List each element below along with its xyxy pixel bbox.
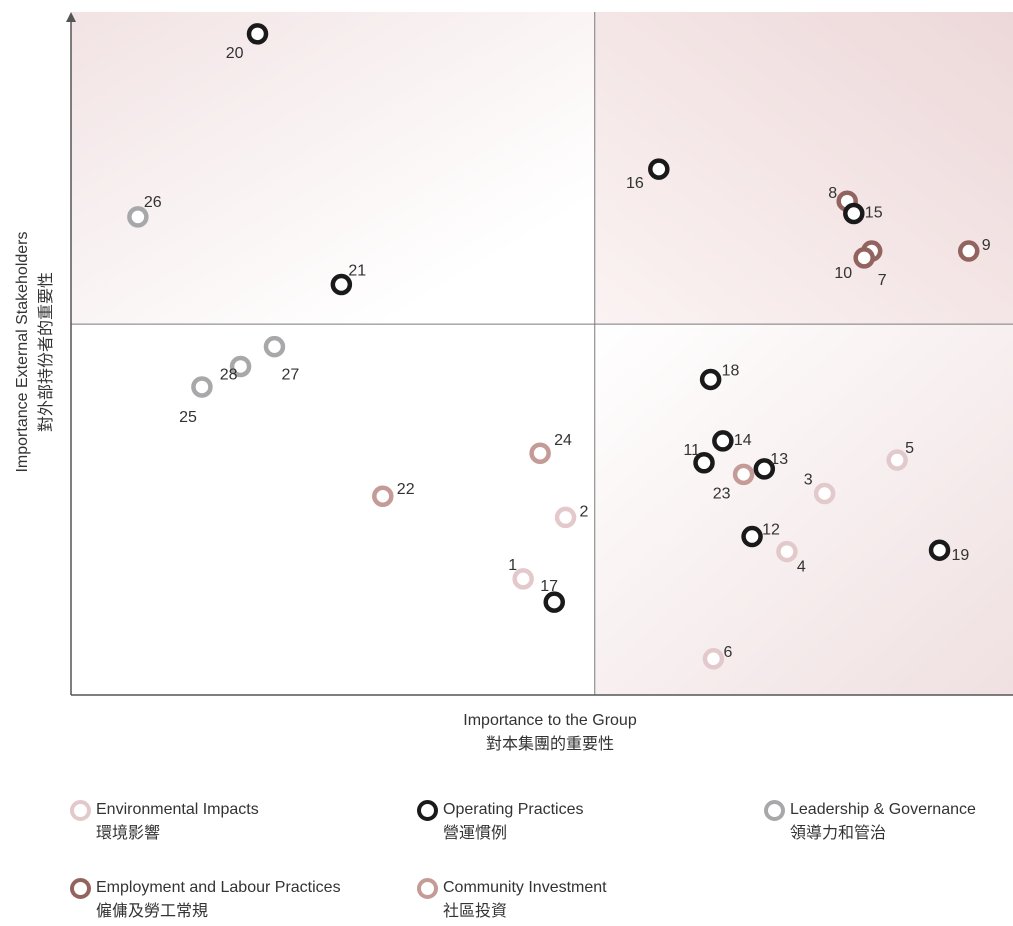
data-point-label-24: 24 [554,432,572,449]
data-point-label-21: 21 [348,263,366,280]
data-point-15 [843,202,865,225]
data-point-18 [699,368,722,391]
data-point-5 [886,449,908,471]
y-axis-title-zh: 對外部持份者的重要性 [38,272,55,433]
legend-label-employment-zh: 僱傭及勞工常規 [96,903,209,920]
legend-label-leadership-zh: 領導力和管治 [790,825,887,842]
data-point-label-4: 4 [797,559,806,576]
legend-swatch-leadership [764,800,785,821]
data-point-label-16: 16 [626,175,644,192]
y-axis-arrow-icon [66,12,76,22]
data-point-label-10: 10 [834,265,852,282]
data-point-21 [330,273,353,296]
legend-label-operating: Operating Practices [443,801,584,818]
data-point-13 [753,458,776,480]
x-axis-title: Importance to the Group 對本集團的重要性 [400,709,700,757]
legend-label-leadership: Leadership & Governance [790,801,976,818]
data-point-label-7: 7 [878,272,887,289]
data-point-4 [776,540,798,563]
data-point-26 [127,206,149,228]
data-point-label-3: 3 [804,472,813,489]
data-point-19 [928,539,951,561]
data-point-label-23: 23 [713,485,731,502]
data-point-label-22: 22 [397,481,415,498]
x-axis-title-en: Importance to the Group [463,712,637,729]
legend-label-environmental: Environmental Impacts [96,801,259,818]
legend-label-community: Community Investment [443,879,607,896]
data-point-27 [263,335,286,358]
data-point-11 [693,452,715,474]
data-point-20 [246,23,269,45]
data-point-label-18: 18 [722,362,740,379]
data-point-label-11: 11 [683,442,700,459]
legend-item-community: Community Investment 社區投資 [417,876,607,924]
data-point-2 [554,506,577,529]
legend-item-leadership: Leadership & Governance 領導力和管治 [764,798,976,846]
legend-item-environmental: Environmental Impacts 環境影響 [70,798,259,846]
materiality-chart: 1234567891011121314151617181920212526272… [66,12,1013,696]
data-point-12 [741,525,763,548]
legend-swatch-employment [70,878,91,899]
data-point-28 [229,355,252,378]
legend-swatch-operating [417,800,438,821]
data-point-22 [372,485,394,507]
data-point-label-8: 8 [828,185,837,202]
x-axis-title-zh: 對本集團的重要性 [485,736,614,753]
legend-label-community-zh: 社區投資 [443,903,508,920]
data-point-label-13: 13 [770,451,788,468]
data-point-label-27: 27 [281,367,299,384]
data-point-6 [702,648,725,670]
data-point-24 [529,442,551,464]
data-point-label-6: 6 [723,644,732,661]
data-point-label-20: 20 [226,45,244,62]
data-point-label-5: 5 [905,440,914,457]
legend-item-employment: Employment and Labour Practices 僱傭及勞工常規 [70,876,341,924]
legend-label-employment: Employment and Labour Practices [96,879,341,896]
data-point-17 [543,591,565,613]
data-point-label-25: 25 [179,409,197,426]
data-point-9 [957,240,980,262]
data-point-label-15: 15 [865,204,883,221]
data-point-23 [732,463,755,486]
data-point-label-26: 26 [144,194,162,211]
y-axis-title-en: Importance External Stakeholders [14,231,31,473]
legend-swatch-environmental [70,800,91,821]
legend-label-environmental-zh: 環境影響 [96,825,161,842]
data-point-16 [648,158,670,180]
data-point-label-9: 9 [982,237,991,254]
data-point-label-17: 17 [540,578,558,595]
data-point-label-14: 14 [734,432,752,449]
legend-swatch-community [417,878,438,899]
quadrant-bottom-right [594,324,1013,695]
data-point-25 [191,376,213,398]
data-point-14 [712,430,734,452]
y-axis-title: Importance External Stakeholders 對外部持份者的… [11,192,59,512]
data-point-label-19: 19 [952,547,970,564]
quadrant-bottom-left [71,324,595,695]
data-point-10 [853,247,875,269]
data-point-label-2: 2 [580,503,589,520]
legend-label-operating-zh: 營運慣例 [443,825,508,842]
legend-item-operating: Operating Practices 營運慣例 [417,798,584,846]
quadrant-top-left [71,12,595,325]
data-point-label-1: 1 [508,557,517,574]
data-point-label-28: 28 [220,366,238,383]
data-point-3 [813,482,836,505]
data-point-label-12: 12 [762,522,780,539]
data-point-1 [512,568,534,590]
